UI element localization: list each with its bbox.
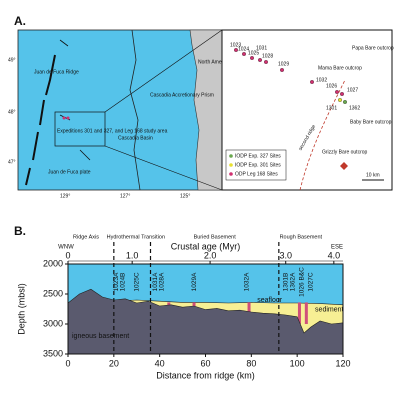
site-label: 1027 — [347, 87, 358, 93]
legend-swatch — [229, 163, 233, 167]
scale-label: 10 km — [366, 172, 380, 178]
annotation: igneous basement — [72, 333, 129, 340]
site-label: 1025C — [133, 272, 140, 291]
regional-map: Juan de Fuca Ridge Juan de Fuca plate Ca… — [8, 29, 245, 199]
site-label: 1032 — [316, 77, 327, 83]
x-tick-label: 0 — [65, 358, 70, 368]
lon-label: 129° — [60, 193, 70, 199]
direction-label: WNW — [58, 245, 74, 251]
outcrop-label: Baby Bare outcrop — [350, 119, 392, 125]
legend-entry: ODP Leg 168 Sites — [235, 171, 278, 177]
outcrop-label: Grizzly Bare outcrop — [322, 149, 368, 155]
second-ridge-trace — [299, 79, 346, 191]
site-label: 1362A — [289, 272, 296, 291]
exp301-site — [338, 98, 342, 102]
x-tick-label: 60 — [200, 358, 210, 368]
ocean — [17, 29, 223, 191]
panel-label: A. — [14, 14, 26, 28]
site-label: 1031A — [152, 272, 159, 291]
age-tick-label: 0 — [65, 250, 70, 260]
age-tick-label: 1.0 — [126, 250, 139, 260]
x-tick-label: 40 — [155, 358, 165, 368]
site-marker — [62, 116, 66, 120]
direction-label: ESE — [331, 245, 343, 251]
map-label: Juan de Fuca plate — [48, 169, 91, 175]
lon-label: 125° — [180, 193, 190, 199]
site-label: 1301B — [282, 273, 289, 292]
site-label: 1032A — [243, 272, 250, 291]
legend-box — [225, 149, 287, 181]
legend-entry: IODP Exp. 327 Sites — [235, 153, 281, 159]
ridge-segments — [25, 54, 56, 186]
site-label: 1023 — [230, 42, 241, 48]
y-tick-label: 3500 — [43, 348, 63, 358]
annotation: sediment — [315, 306, 343, 313]
y-tick-label: 3000 — [43, 318, 63, 328]
legend-swatch — [229, 154, 233, 158]
zone-label: Rough Basement — [280, 234, 323, 240]
site-label: 1023A — [113, 272, 120, 291]
age-tick-label: 2.0 — [204, 250, 217, 260]
study-area-box — [54, 111, 106, 147]
zone-label: Buried Basement — [194, 234, 237, 240]
basement-area — [67, 288, 344, 355]
deformation-front — [129, 29, 141, 191]
outcrop — [340, 162, 348, 170]
map-label: Cascadia Basin — [118, 135, 153, 141]
site-label: 1028 — [262, 53, 273, 59]
map-label: North American plate — [198, 59, 245, 65]
y-axis-label: Depth (mbsl) — [16, 283, 26, 335]
legend-swatch — [229, 172, 233, 176]
site-label: 1026 B&C — [298, 267, 305, 297]
outcrop-label: Mama Bare outcrop — [318, 65, 362, 71]
age-axis-label: Crustal age (Myr) — [171, 241, 241, 251]
lat-label: 48° — [8, 109, 16, 115]
x-tick-label: 120 — [335, 358, 350, 368]
inset-connector — [104, 29, 223, 113]
legend-entry: IODP Exp. 301 Sites — [235, 162, 281, 168]
age-tick-label: 3.0 — [279, 250, 292, 260]
y-tick-label: 2000 — [43, 258, 63, 268]
site-marker — [66, 116, 70, 120]
map-label: Juan de Fuca Ridge — [34, 69, 79, 75]
inset-connector — [104, 145, 223, 191]
site-label: 1301 — [326, 105, 337, 111]
zone-label: Hydrothermal Transition — [107, 234, 165, 240]
x-tick-label: 80 — [246, 358, 256, 368]
lat-label: 49° — [8, 57, 16, 63]
site-label: 1025 — [248, 50, 259, 56]
site-label: 1024 — [238, 46, 249, 52]
site-label: 1362 — [349, 105, 360, 111]
site-label: 1028A — [159, 272, 166, 291]
site-label: 1029 — [278, 61, 289, 67]
leg168-sites — [234, 48, 344, 96]
x-tick-label: 100 — [290, 358, 305, 368]
panel-label: B. — [14, 224, 26, 238]
exp327-site — [343, 100, 347, 104]
basement-outcrop — [304, 302, 308, 324]
site-label: 1029A — [191, 272, 198, 291]
lat-label: 47° — [8, 159, 16, 165]
lon-label: 127° — [120, 193, 130, 199]
map-label: Cascadia Accretionary Prism — [150, 92, 214, 98]
basement-outcrop — [297, 302, 301, 324]
x-axis-label: Distance from ridge (km) — [156, 370, 255, 380]
outcrop-label: Papa Bare outcrop — [352, 45, 394, 51]
inset-map: 1023 1024 1025 1031 1028 1029 1032 1026 … — [221, 29, 394, 191]
y-tick-label: 2500 — [43, 288, 63, 298]
site-label: 1024B — [120, 273, 127, 292]
x-tick-label: 20 — [109, 358, 119, 368]
age-tick-label: 4.0 — [328, 250, 341, 260]
profile-chart: 1023A 1024B 1025C 1031A 1028A 1029A 1032A 1301B… — [16, 234, 350, 380]
map-label: Expeditions 301 and 327, and Leg 168 stu… — [57, 128, 168, 134]
site-label: 1027C — [308, 272, 315, 291]
annotation: seafloor — [257, 297, 283, 304]
zone-label: Ridge Axis — [73, 234, 99, 240]
site-label: 1026 — [326, 83, 337, 89]
site-label: 1031 — [256, 45, 267, 51]
